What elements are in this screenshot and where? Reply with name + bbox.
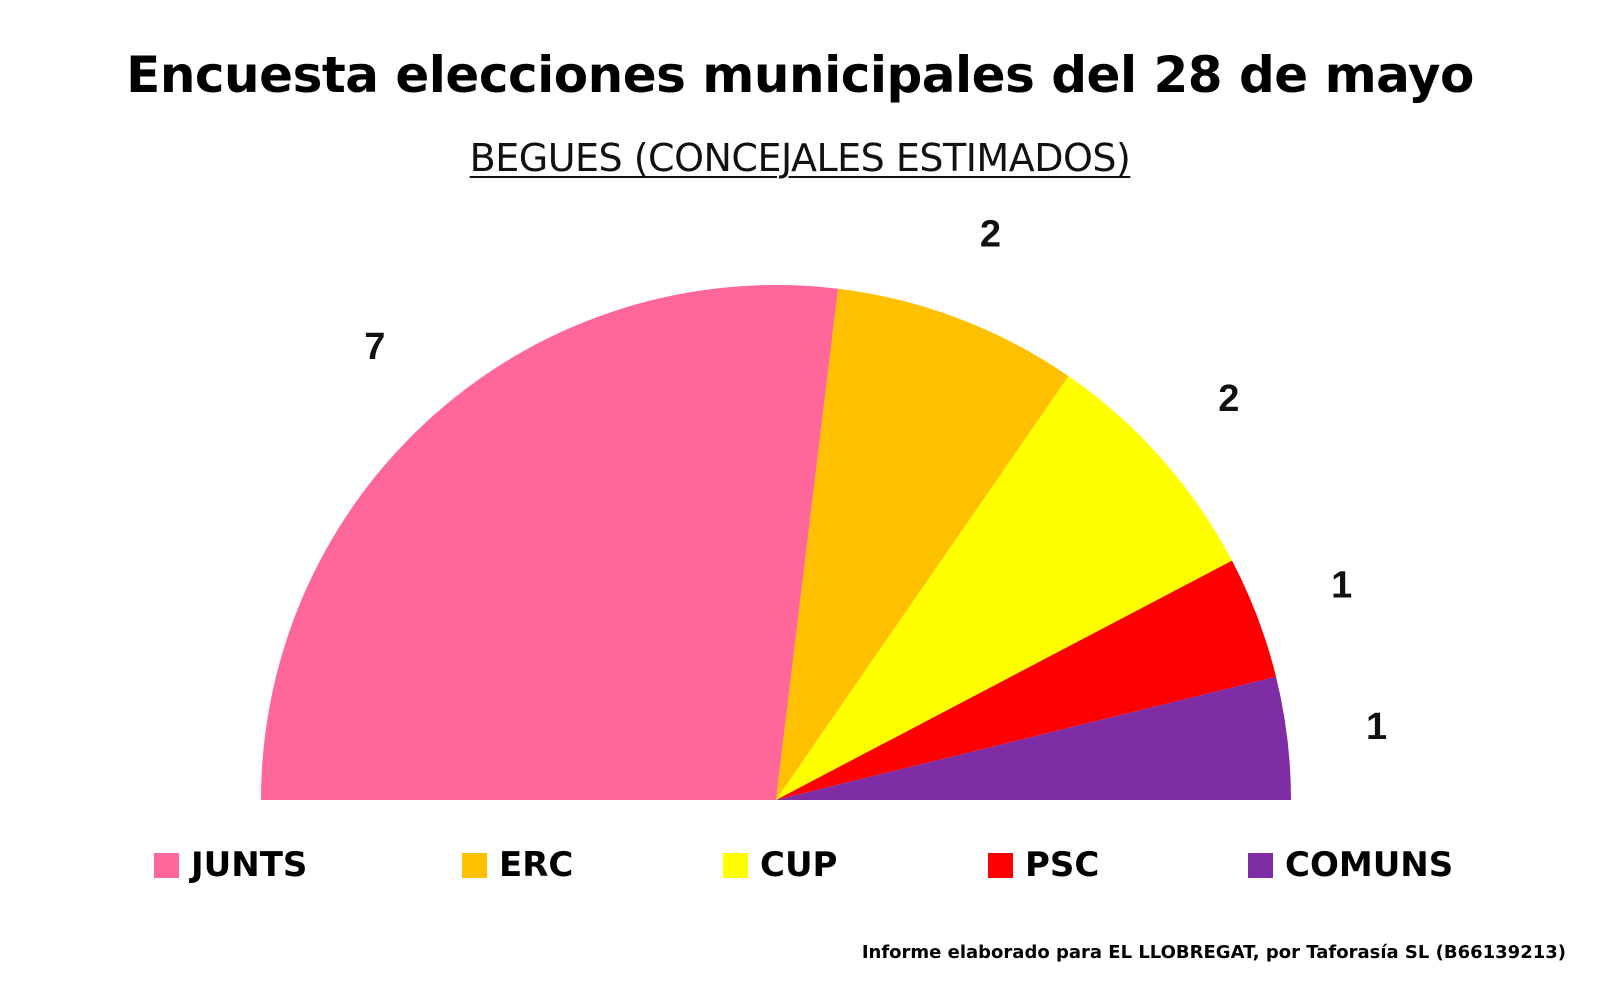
- legend-swatch-erc: [462, 852, 487, 878]
- legend-item-cup: CUP: [723, 840, 837, 890]
- legend-swatch-psc: [988, 852, 1013, 878]
- data-label-erc: 2: [980, 213, 1001, 255]
- legend-swatch-comuns: [1248, 852, 1273, 878]
- legend-swatch-cup: [723, 852, 748, 878]
- chart-subtitle: BEGUES (CONCEJALES ESTIMADOS): [469, 136, 1131, 180]
- legend-label-cup: CUP: [760, 845, 838, 885]
- data-label-cup: 2: [1218, 378, 1239, 420]
- source-footer: Informe elaborado para EL LLOBREGAT, por…: [861, 942, 1566, 963]
- slice-comuns: [776, 676, 1291, 800]
- legend-label-comuns: COMUNS: [1285, 845, 1454, 885]
- legend-swatch-junts: [154, 852, 179, 878]
- legend-item-erc: ERC: [462, 840, 573, 890]
- chart-slices: [261, 284, 1291, 800]
- slice-psc: [776, 560, 1277, 800]
- data-label-junts: 7: [364, 326, 385, 368]
- slice-junts: [261, 284, 839, 800]
- legend-label-erc: ERC: [499, 845, 574, 885]
- slice-erc: [776, 288, 1069, 800]
- data-label-comuns: 1: [1366, 706, 1387, 748]
- legend-label-junts: JUNTS: [191, 845, 308, 885]
- data-label-psc: 1: [1331, 565, 1352, 607]
- legend-item-psc: PSC: [988, 840, 1099, 890]
- chart-legend: JUNTS ERC CUP PSC COMUNS: [0, 840, 1600, 890]
- legend-item-junts: JUNTS: [154, 840, 307, 890]
- chart-data-labels: 7 2 2 1 1: [364, 213, 1387, 748]
- slice-cup: [776, 376, 1233, 800]
- chart-title: Encuesta elecciones municipales del 28 d…: [126, 46, 1474, 104]
- legend-label-psc: PSC: [1025, 845, 1100, 885]
- legend-item-comuns: COMUNS: [1248, 840, 1453, 890]
